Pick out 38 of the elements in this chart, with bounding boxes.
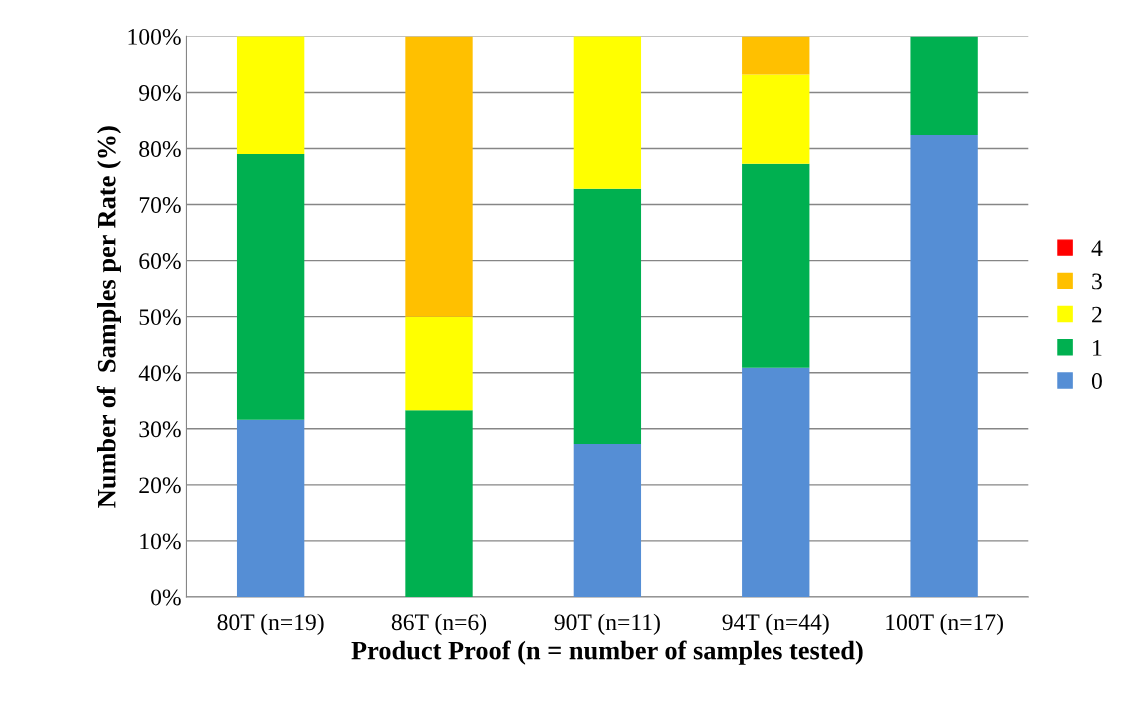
x-tick-label: 100T (n=17) — [886, 613, 1003, 636]
y-axis-title: Number of Samples per Rate (%) — [96, 126, 121, 508]
legend-label: 4 — [1091, 240, 1103, 256]
bar — [742, 367, 810, 597]
bar — [742, 163, 810, 368]
x-tick-label: 80T (n=19) — [217, 613, 324, 636]
y-tick-label: 0% — [151, 589, 181, 606]
bar — [236, 154, 305, 420]
bar — [405, 36, 473, 317]
x-tick-label: 94T (n=44) — [722, 613, 829, 636]
y-tick-label: 40% — [138, 365, 181, 382]
bar — [236, 419, 305, 597]
legend-label: 3 — [1092, 273, 1102, 290]
y-tick-label: 60% — [139, 253, 181, 270]
bar — [742, 74, 810, 164]
bar — [236, 36, 305, 155]
legend-label: 2 — [1092, 306, 1102, 323]
x-axis-title: Product Proof (n = number of samples tested) — [351, 640, 863, 665]
y-tick-label: 90% — [139, 84, 181, 101]
y-tick-label: 30% — [139, 421, 181, 438]
y-tick-label: 10% — [140, 533, 181, 550]
legend-label: 0 — [1091, 373, 1102, 390]
bar — [405, 316, 473, 411]
y-tick-label: 20% — [139, 477, 181, 494]
bar — [910, 135, 978, 597]
y-tick-label: 80% — [139, 141, 181, 158]
bar — [573, 188, 642, 444]
bar — [742, 36, 810, 75]
bar — [405, 410, 473, 597]
y-tick-label: 50% — [139, 309, 181, 326]
x-tick-label: 86T (n=6) — [391, 613, 487, 636]
x-tick-label: 90T (n=11) — [554, 613, 660, 636]
legend-label: 1 — [1093, 339, 1102, 356]
y-tick-label: 100% — [128, 28, 181, 45]
bar — [910, 36, 978, 136]
bar — [573, 36, 642, 189]
bar — [573, 443, 642, 597]
y-tick-label: 70% — [139, 197, 181, 214]
